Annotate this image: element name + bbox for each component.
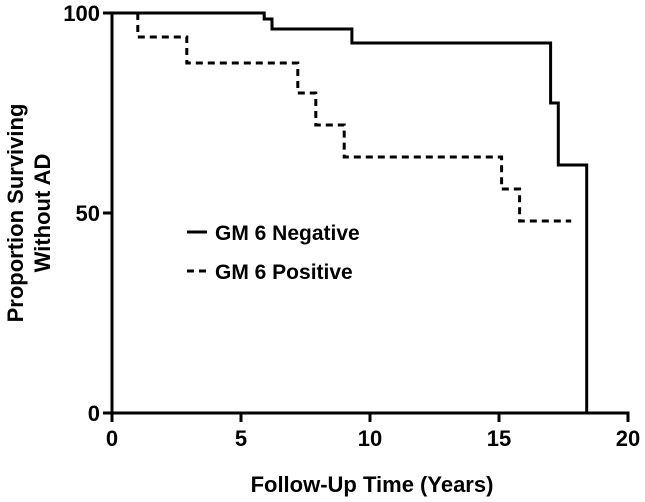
legend-label-positive: GM 6 Positive bbox=[215, 261, 353, 284]
y-axis-title-line2: Without AD bbox=[30, 154, 55, 273]
x-tick-label: 15 bbox=[487, 426, 511, 451]
y-tick-label: 100 bbox=[63, 1, 100, 26]
legend: GM 6 Negative GM 6 Positive bbox=[187, 222, 360, 284]
series-line-gm6-positive bbox=[136, 13, 572, 223]
x-axis-title: Follow-Up Time (Years) bbox=[251, 472, 494, 497]
x-tick-label: 10 bbox=[358, 426, 382, 451]
series-line-gm6-negative bbox=[112, 11, 589, 413]
x-tick-label: 20 bbox=[616, 426, 640, 451]
x-tick-label: 0 bbox=[106, 426, 118, 451]
ticks: 0 5 10 15 20 0 50 100 bbox=[63, 1, 640, 451]
y-axis-title-line1: Proportion Surviving bbox=[3, 104, 28, 323]
series-group bbox=[112, 11, 589, 413]
y-tick-label: 0 bbox=[88, 401, 100, 426]
x-tick-label: 5 bbox=[235, 426, 247, 451]
y-tick-label: 50 bbox=[76, 201, 100, 226]
legend-label-negative: GM 6 Negative bbox=[215, 222, 360, 245]
